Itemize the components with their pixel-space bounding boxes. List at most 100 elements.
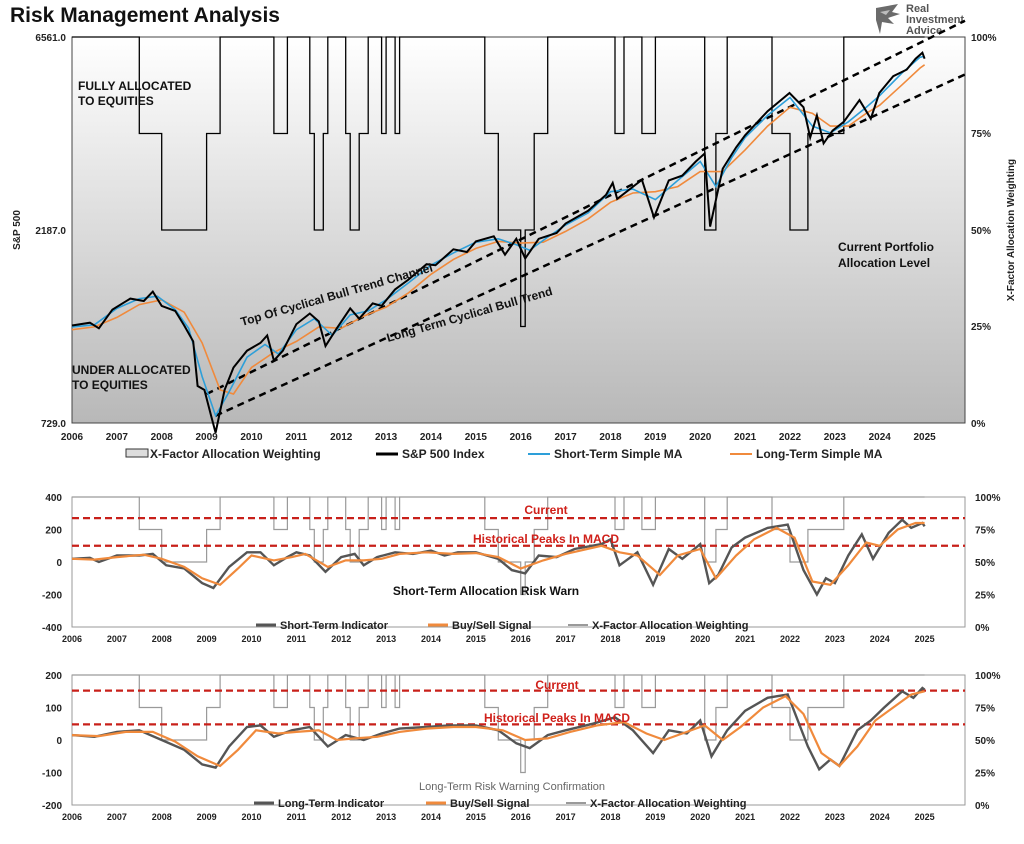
short-y-tick-2: 0 (56, 558, 62, 569)
short-y-tick-1: 200 (45, 526, 62, 537)
main-trend-channel (206, 19, 966, 417)
main-y-tick-top: 6561.0 (35, 33, 66, 44)
short-x-tick-2022: 2022 (780, 634, 800, 644)
main-x-tick-2018: 2018 (599, 432, 622, 443)
short-x-tick-2010: 2010 (241, 634, 261, 644)
main-x-tick-2024: 2024 (869, 432, 892, 443)
legend-swatch-xfactor (125, 448, 149, 458)
short-xfactor-series (72, 496, 925, 596)
main-x-tick-2013: 2013 (375, 432, 398, 443)
main-x-tick-2016: 2016 (510, 432, 533, 443)
short-xfactor-line (72, 496, 925, 596)
short-x-tick-2006: 2006 (62, 634, 82, 644)
main-chart: 6561.0 2187.0 729.0 100% 75% 50% 25% 0% … (12, 19, 1017, 461)
main-x-tick-2020: 2020 (689, 432, 712, 443)
long-x-tick-2011: 2011 (287, 812, 307, 822)
main-x-axis-ticks: 2006 2007 2008 2009 2010 2011 2012 2013 2014 2015… (61, 432, 936, 443)
long-legend-label-signal: Buy/Sell Signal (450, 798, 529, 810)
short-legend-label-xfactor: X-Factor Allocation Weighting (592, 620, 748, 632)
logo-text-line3: Advice (906, 25, 943, 37)
short-x-tick-2012: 2012 (331, 634, 351, 644)
short-x-tick-2013: 2013 (376, 634, 396, 644)
main-y2-tick-50: 50% (971, 226, 991, 237)
short-y2-tick-4: 0% (975, 623, 990, 634)
long-indicator-series (71, 686, 926, 772)
long-legend-label-indicator: Long-Term Indicator (278, 798, 385, 810)
main-y2-tick-0: 0% (971, 419, 986, 430)
legend-label-short-ma: Short-Term Simple MA (554, 447, 683, 461)
long-x-tick-2010: 2010 (241, 812, 261, 822)
long-subtitle: Long-Term Risk Warning Confirmation (419, 781, 605, 793)
short-x-tick-2025: 2025 (915, 634, 935, 644)
long-legend: Long-Term Indicator Buy/Sell Signal X-Fa… (254, 798, 746, 810)
main-x-tick-2022: 2022 (779, 432, 802, 443)
long-x-tick-2025: 2025 (915, 812, 935, 822)
long-y-tick-0: 200 (45, 671, 62, 682)
short-indicator-series (71, 518, 926, 597)
logo-text-line1: Real (906, 3, 930, 15)
short-x-tick-2015: 2015 (466, 634, 486, 644)
legend-label-xfactor: X-Factor Allocation Weighting (150, 447, 321, 461)
short-x-tick-2008: 2008 (152, 634, 172, 644)
long-y2-tick-1: 75% (975, 704, 995, 715)
long-indicator-line (71, 686, 926, 772)
long-legend-label-xfactor: X-Factor Allocation Weighting (590, 798, 746, 810)
long-x-tick-2021: 2021 (735, 812, 755, 822)
eagle-logo-icon (876, 4, 900, 34)
main-x-tick-2025: 2025 (913, 432, 936, 443)
short-y2-tick-2: 50% (975, 558, 995, 569)
short-legend-label-signal: Buy/Sell Signal (452, 620, 531, 632)
short-x-tick-2024: 2024 (870, 634, 890, 644)
short-x-tick-2011: 2011 (287, 634, 307, 644)
long-y2-tick-3: 25% (975, 769, 995, 780)
main-x-tick-2007: 2007 (106, 432, 129, 443)
long-x-tick-2023: 2023 (825, 812, 845, 822)
short-x-tick-2020: 2020 (690, 634, 710, 644)
short-subtitle: Short-Term Allocation Risk Warn (393, 584, 579, 598)
main-price-series (71, 50, 926, 433)
long-current-label: Current (535, 678, 578, 692)
long-x-tick-2006: 2006 (62, 812, 82, 822)
main-y-tick-mid: 2187.0 (35, 226, 66, 237)
long-x-tick-2012: 2012 (331, 812, 351, 822)
long-x-tick-2024: 2024 (870, 812, 890, 822)
main-x-tick-2006: 2006 (61, 432, 84, 443)
main-x-tick-2023: 2023 (824, 432, 847, 443)
logo-text-line2: Investment (906, 14, 965, 26)
long-x-tick-2008: 2008 (152, 812, 172, 822)
long-x-tick-2007: 2007 (107, 812, 127, 822)
long-y-tick-2: 0 (56, 736, 62, 747)
long-x-tick-2017: 2017 (556, 812, 576, 822)
main-y-tick-bottom: 729.0 (41, 419, 66, 430)
main-x-tick-2009: 2009 (195, 432, 218, 443)
channel-bottom-line (215, 73, 966, 417)
main-x-tick-2011: 2011 (286, 432, 308, 443)
short-current-label: Current (524, 503, 567, 517)
main-y2-tick-75: 75% (971, 129, 991, 140)
long-x-tick-2015: 2015 (466, 812, 486, 822)
main-y2-tick-25: 25% (971, 322, 991, 333)
page-title: Risk Management Analysis (10, 4, 280, 27)
main-x-tick-2017: 2017 (554, 432, 577, 443)
long-x-axis-ticks: 2006 2007 2008 2009 2010 2011 2012 2013 2014 2015… (62, 812, 935, 822)
short-term-ma-line (71, 55, 925, 418)
annotation-fully-line1: FULLY ALLOCATED (78, 79, 192, 93)
channel-top-line (206, 19, 966, 396)
long-y-tick-3: -100 (42, 769, 62, 780)
long-signal-line (71, 690, 925, 768)
short-x-tick-2017: 2017 (556, 634, 576, 644)
logo: Real Investment Advice (872, 2, 1002, 38)
main-x-tick-2012: 2012 (330, 432, 353, 443)
short-peak-label: Historical Peaks In MACD (473, 532, 619, 546)
main-x-tick-2008: 2008 (151, 432, 174, 443)
long-peak-label: Historical Peaks In MACD (484, 711, 630, 725)
short-signal-line (71, 521, 925, 587)
short-y2-tick-3: 25% (975, 591, 995, 602)
short-y-tick-4: -400 (42, 623, 62, 634)
main-y2-tick-100: 100% (971, 33, 997, 44)
main-x-tick-2015: 2015 (465, 432, 488, 443)
long-y-axis-ticks: 200 100 0 -100 -200 100% 75% 50% 25% 0% (42, 671, 1001, 812)
